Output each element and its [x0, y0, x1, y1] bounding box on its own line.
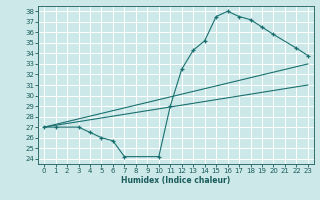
- X-axis label: Humidex (Indice chaleur): Humidex (Indice chaleur): [121, 176, 231, 185]
